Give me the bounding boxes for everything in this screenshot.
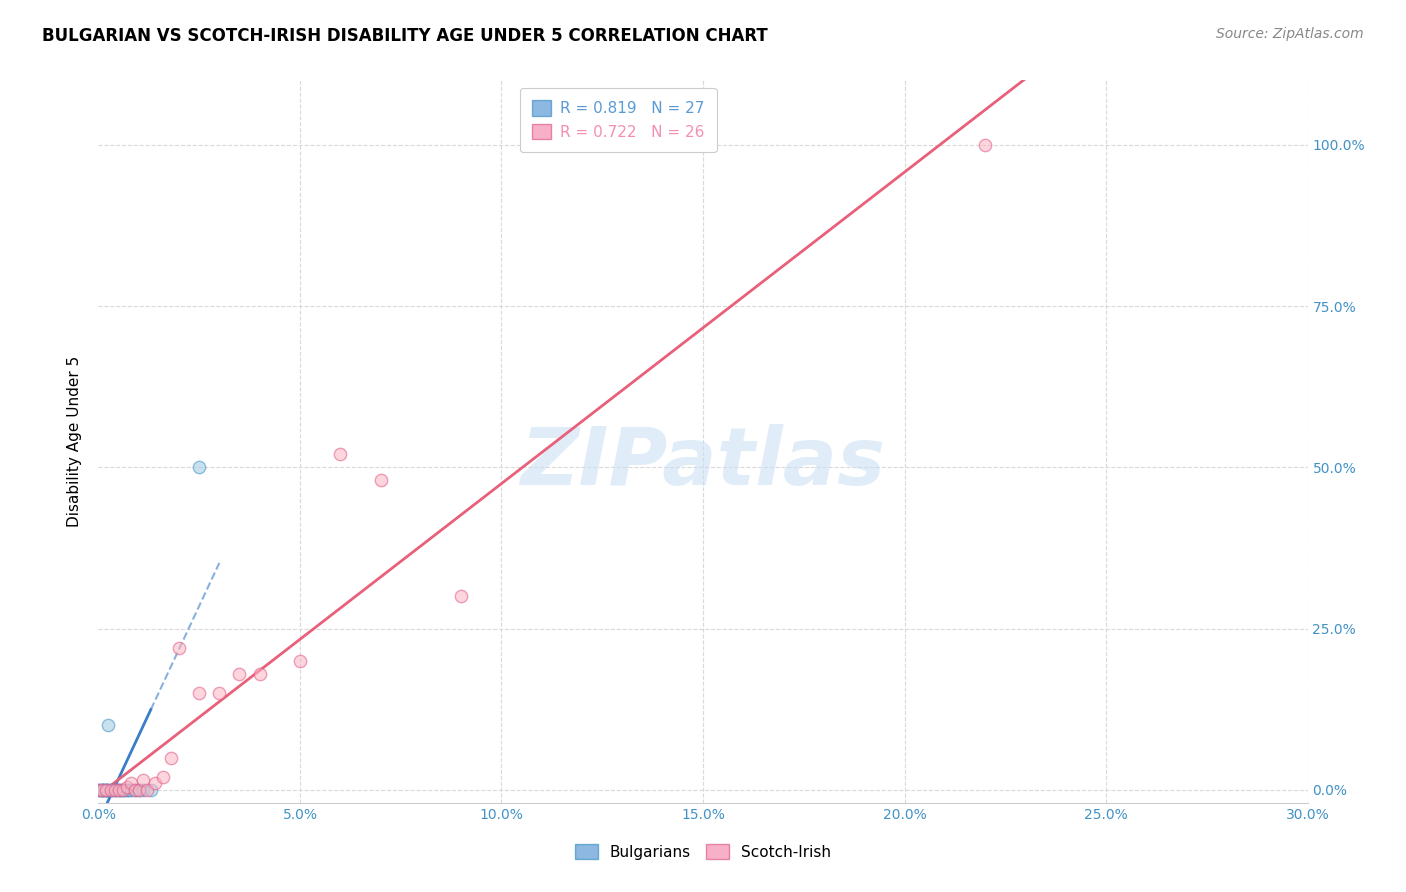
Point	[94, 783, 117, 797]
Point	[91, 783, 114, 797]
Point	[329, 447, 352, 461]
Point	[103, 783, 125, 797]
Point	[107, 783, 129, 797]
Point	[249, 666, 271, 681]
Point	[167, 640, 190, 655]
Text: BULGARIAN VS SCOTCH-IRISH DISABILITY AGE UNDER 5 CORRELATION CHART: BULGARIAN VS SCOTCH-IRISH DISABILITY AGE…	[42, 27, 768, 45]
Legend: Bulgarians, Scotch-Irish: Bulgarians, Scotch-Irish	[567, 836, 839, 867]
Text: ZIPatlas: ZIPatlas	[520, 425, 886, 502]
Point	[974, 137, 997, 152]
Point	[93, 783, 115, 797]
Point	[115, 780, 138, 794]
Point	[228, 666, 250, 681]
Point	[97, 783, 120, 797]
Point	[288, 654, 311, 668]
Point	[97, 718, 120, 732]
Point	[87, 783, 110, 797]
Text: Source: ZipAtlas.com: Source: ZipAtlas.com	[1216, 27, 1364, 41]
Point	[143, 776, 166, 790]
Point	[91, 783, 114, 797]
Point	[107, 783, 129, 797]
Point	[128, 783, 150, 797]
Point	[139, 783, 162, 797]
Point	[96, 783, 118, 797]
Point	[100, 783, 122, 797]
Point	[87, 783, 110, 797]
Point	[89, 783, 111, 797]
Point	[115, 783, 138, 797]
Point	[188, 686, 211, 700]
Point	[188, 460, 211, 475]
Point	[111, 783, 134, 797]
Point	[128, 783, 150, 797]
Point	[96, 783, 118, 797]
Point	[132, 773, 155, 788]
Point	[110, 783, 132, 797]
Point	[124, 783, 146, 797]
Point	[114, 783, 136, 797]
Point	[132, 783, 155, 797]
Point	[90, 783, 112, 797]
Point	[120, 783, 142, 797]
Point	[160, 750, 183, 764]
Point	[103, 783, 125, 797]
Point	[101, 783, 124, 797]
Point	[124, 783, 146, 797]
Point	[100, 783, 122, 797]
Point	[118, 783, 141, 797]
Point	[111, 783, 134, 797]
Point	[370, 473, 392, 487]
Point	[135, 783, 157, 797]
Point	[208, 686, 231, 700]
Point	[91, 783, 114, 797]
Point	[450, 590, 472, 604]
Y-axis label: Disability Age Under 5: Disability Age Under 5	[66, 356, 82, 527]
Point	[120, 776, 142, 790]
Point	[105, 783, 128, 797]
Point	[96, 783, 118, 797]
Point	[152, 770, 174, 784]
